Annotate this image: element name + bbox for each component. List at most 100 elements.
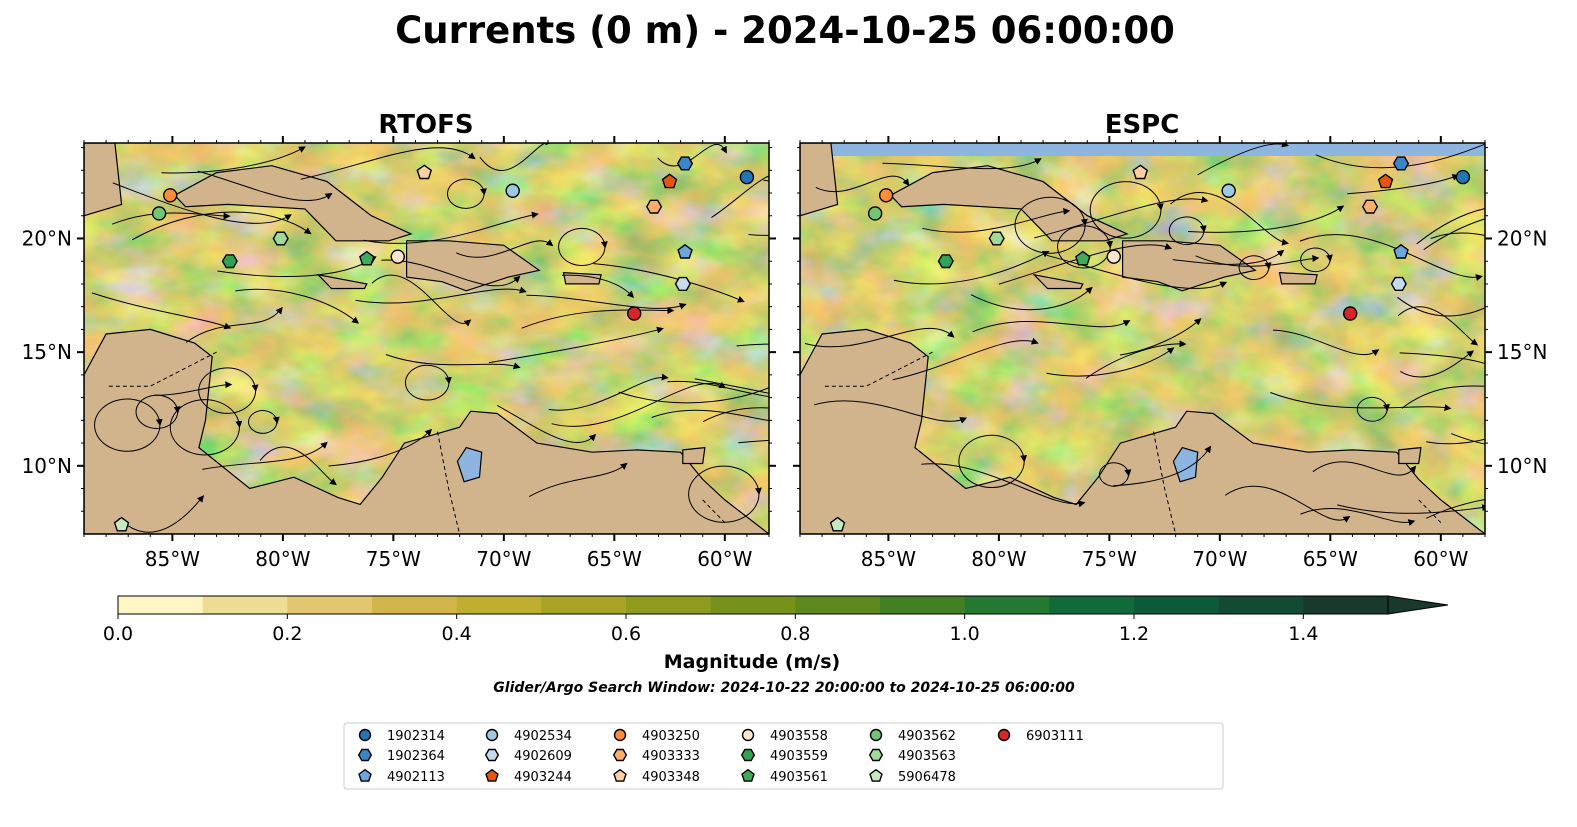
streamline <box>815 175 910 193</box>
lake <box>1172 446 1199 483</box>
x-tick-label: 70°W <box>1192 547 1247 571</box>
x-tick-label: 60°W <box>697 547 752 571</box>
legend-marker-1902364 <box>357 748 373 762</box>
streamline <box>153 381 233 396</box>
streamline <box>328 428 433 467</box>
streamline <box>1430 232 1485 239</box>
eddy-streamline <box>1014 196 1088 254</box>
panel-title-espc: ESPC <box>1105 110 1180 140</box>
float-1902364 <box>1392 156 1410 171</box>
streamline <box>551 381 727 427</box>
streamline <box>526 294 687 310</box>
colorbar-bin <box>287 596 373 614</box>
float-4902609 <box>674 276 691 291</box>
country-border <box>822 351 933 387</box>
legend-label-6903111: 6903111 <box>1026 729 1084 744</box>
streamline <box>694 378 769 394</box>
colorbar-label: Magnitude (m/s) <box>664 651 841 673</box>
streamline <box>1046 347 1175 377</box>
eddy-streamline <box>1098 462 1132 487</box>
axes-frame-rtofs <box>83 142 770 535</box>
streamline <box>1270 392 1452 411</box>
y-tick-label: 15°N <box>22 340 72 364</box>
x-tick-label: 80°W <box>971 547 1026 571</box>
streamline <box>131 211 312 241</box>
streamline <box>561 274 635 299</box>
float-1902364 <box>676 156 694 171</box>
colorbar-frame <box>117 595 1389 615</box>
landmass <box>800 143 1485 534</box>
streamline <box>1399 352 1485 365</box>
streamline <box>804 327 955 348</box>
eddy-streamline <box>1168 216 1207 246</box>
streamline <box>202 441 328 470</box>
colorbar-bin <box>1134 596 1220 614</box>
streamline <box>738 439 769 444</box>
landmass <box>316 273 368 290</box>
streamlines-rtofs <box>91 143 769 533</box>
streamline <box>1401 385 1485 409</box>
legend-marker-4903559 <box>740 748 756 762</box>
y-tick-label: 20°N <box>1497 226 1547 250</box>
streamline <box>521 307 675 329</box>
float-4903561 <box>359 250 375 266</box>
streamline <box>1034 196 1209 239</box>
float-4903559 <box>221 254 238 269</box>
float-5906478 <box>113 516 130 532</box>
streamline <box>300 147 476 180</box>
float-5906478 <box>829 516 846 532</box>
eddy-streamline <box>1300 247 1333 273</box>
float-4903348 <box>1132 164 1149 180</box>
colorbar-tick-label: 1.4 <box>1288 623 1318 645</box>
y-tick-label: 15°N <box>1497 340 1547 364</box>
legend-label-4903244: 4903244 <box>514 770 572 785</box>
colorbar-tick-label: 0.6 <box>611 623 641 645</box>
colorbar-bin <box>202 596 288 614</box>
legend-marker-6903111 <box>997 728 1011 742</box>
streamline <box>1416 208 1485 245</box>
x-tick-label: 85°W <box>145 547 200 571</box>
float-1902314 <box>1455 169 1471 185</box>
streamline <box>667 380 769 397</box>
land-mask-espc <box>800 143 1485 534</box>
float-4902534 <box>505 183 520 198</box>
float-4902113 <box>677 243 693 259</box>
float-4903558 <box>1106 249 1121 264</box>
streamline <box>1170 191 1290 246</box>
float-4903348 <box>416 164 433 180</box>
streamline <box>548 373 669 411</box>
eddy-streamline <box>1356 396 1390 422</box>
landmass <box>682 446 706 465</box>
eddy-streamline <box>958 434 1028 489</box>
float-4902534 <box>1221 183 1236 198</box>
streamline <box>497 404 597 443</box>
streamline <box>161 146 306 174</box>
x-tick-label: 75°W <box>1082 547 1137 571</box>
float-markers-rtofs <box>113 156 755 532</box>
streamline <box>1225 485 1351 523</box>
streamline <box>112 212 231 225</box>
colorbar-bin <box>710 596 796 614</box>
colorbar-bin <box>795 596 881 614</box>
legend-label-4903250: 4903250 <box>642 729 700 744</box>
x-tick-label: 65°W <box>1303 547 1358 571</box>
float-4903561 <box>1075 250 1091 266</box>
colorbar: 0.0 0.2 0.4 0.6 0.8 1.0 1.2 1.4 <box>103 595 1449 645</box>
legend-marker-1902314 <box>358 728 372 742</box>
colorbar-tick-label: 0.4 <box>442 623 472 645</box>
streamline <box>702 407 769 423</box>
legend-label-4903559: 4903559 <box>770 749 828 764</box>
streamline <box>1337 504 1485 514</box>
float-4903250 <box>878 188 894 203</box>
streamline <box>618 387 769 404</box>
landmass <box>800 143 839 217</box>
eddy-streamline <box>1238 255 1272 280</box>
streamline <box>1113 445 1212 487</box>
legend-label-4903561: 4903561 <box>770 770 828 785</box>
float-4903563 <box>988 231 1005 246</box>
legend-label-4903348: 4903348 <box>642 770 700 785</box>
eddy-streamline <box>169 399 243 456</box>
legend-marker-4903562 <box>869 728 883 742</box>
streamline <box>355 286 527 304</box>
